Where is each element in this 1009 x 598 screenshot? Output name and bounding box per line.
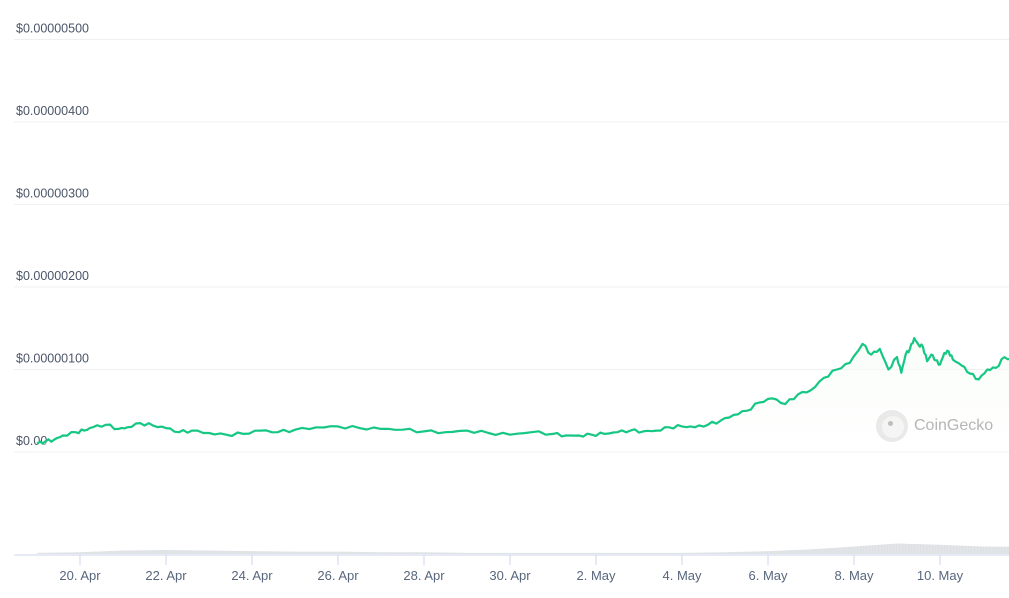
watermark-text: CoinGecko: [914, 417, 994, 434]
coingecko-watermark: CoinGecko: [876, 410, 993, 442]
y-axis-labels: $0.00$0.00000100$0.00000200$0.00000300$0…: [16, 22, 89, 449]
x-tick-label: 28. Apr: [403, 568, 445, 583]
x-tick-label: 26. Apr: [317, 568, 359, 583]
x-axis: 20. Apr 22. Apr 24. Apr 26. Apr 28. Apr 30. A…: [14, 554, 1009, 583]
x-tick-label: 22. Apr: [145, 568, 187, 583]
x-tick-label: 4. May: [662, 568, 702, 583]
coingecko-logo-icon: [876, 410, 908, 442]
y-tick-label: $0.00000100: [16, 352, 89, 366]
y-tick-label: $0.00000400: [16, 104, 89, 118]
price-area-fill: [37, 338, 1009, 452]
x-tick-label: 6. May: [748, 568, 788, 583]
y-tick-label: $0.00000200: [16, 269, 89, 283]
volume-bars: [36, 494, 1009, 554]
y-tick-label: $0.00000300: [16, 187, 89, 201]
x-tick-label: 8. May: [834, 568, 874, 583]
x-tick-label: 2. May: [576, 568, 616, 583]
x-tick-label: 24. Apr: [231, 568, 273, 583]
x-tick-label: 10. May: [917, 568, 964, 583]
price-area: [37, 338, 1009, 452]
x-tick-label: 30. Apr: [489, 568, 531, 583]
price-line-path[interactable]: [36, 106, 1009, 445]
y-tick-label: $0.00000500: [16, 22, 89, 36]
x-tick-label: 20. Apr: [59, 568, 101, 583]
price-line[interactable]: [36, 106, 1009, 445]
